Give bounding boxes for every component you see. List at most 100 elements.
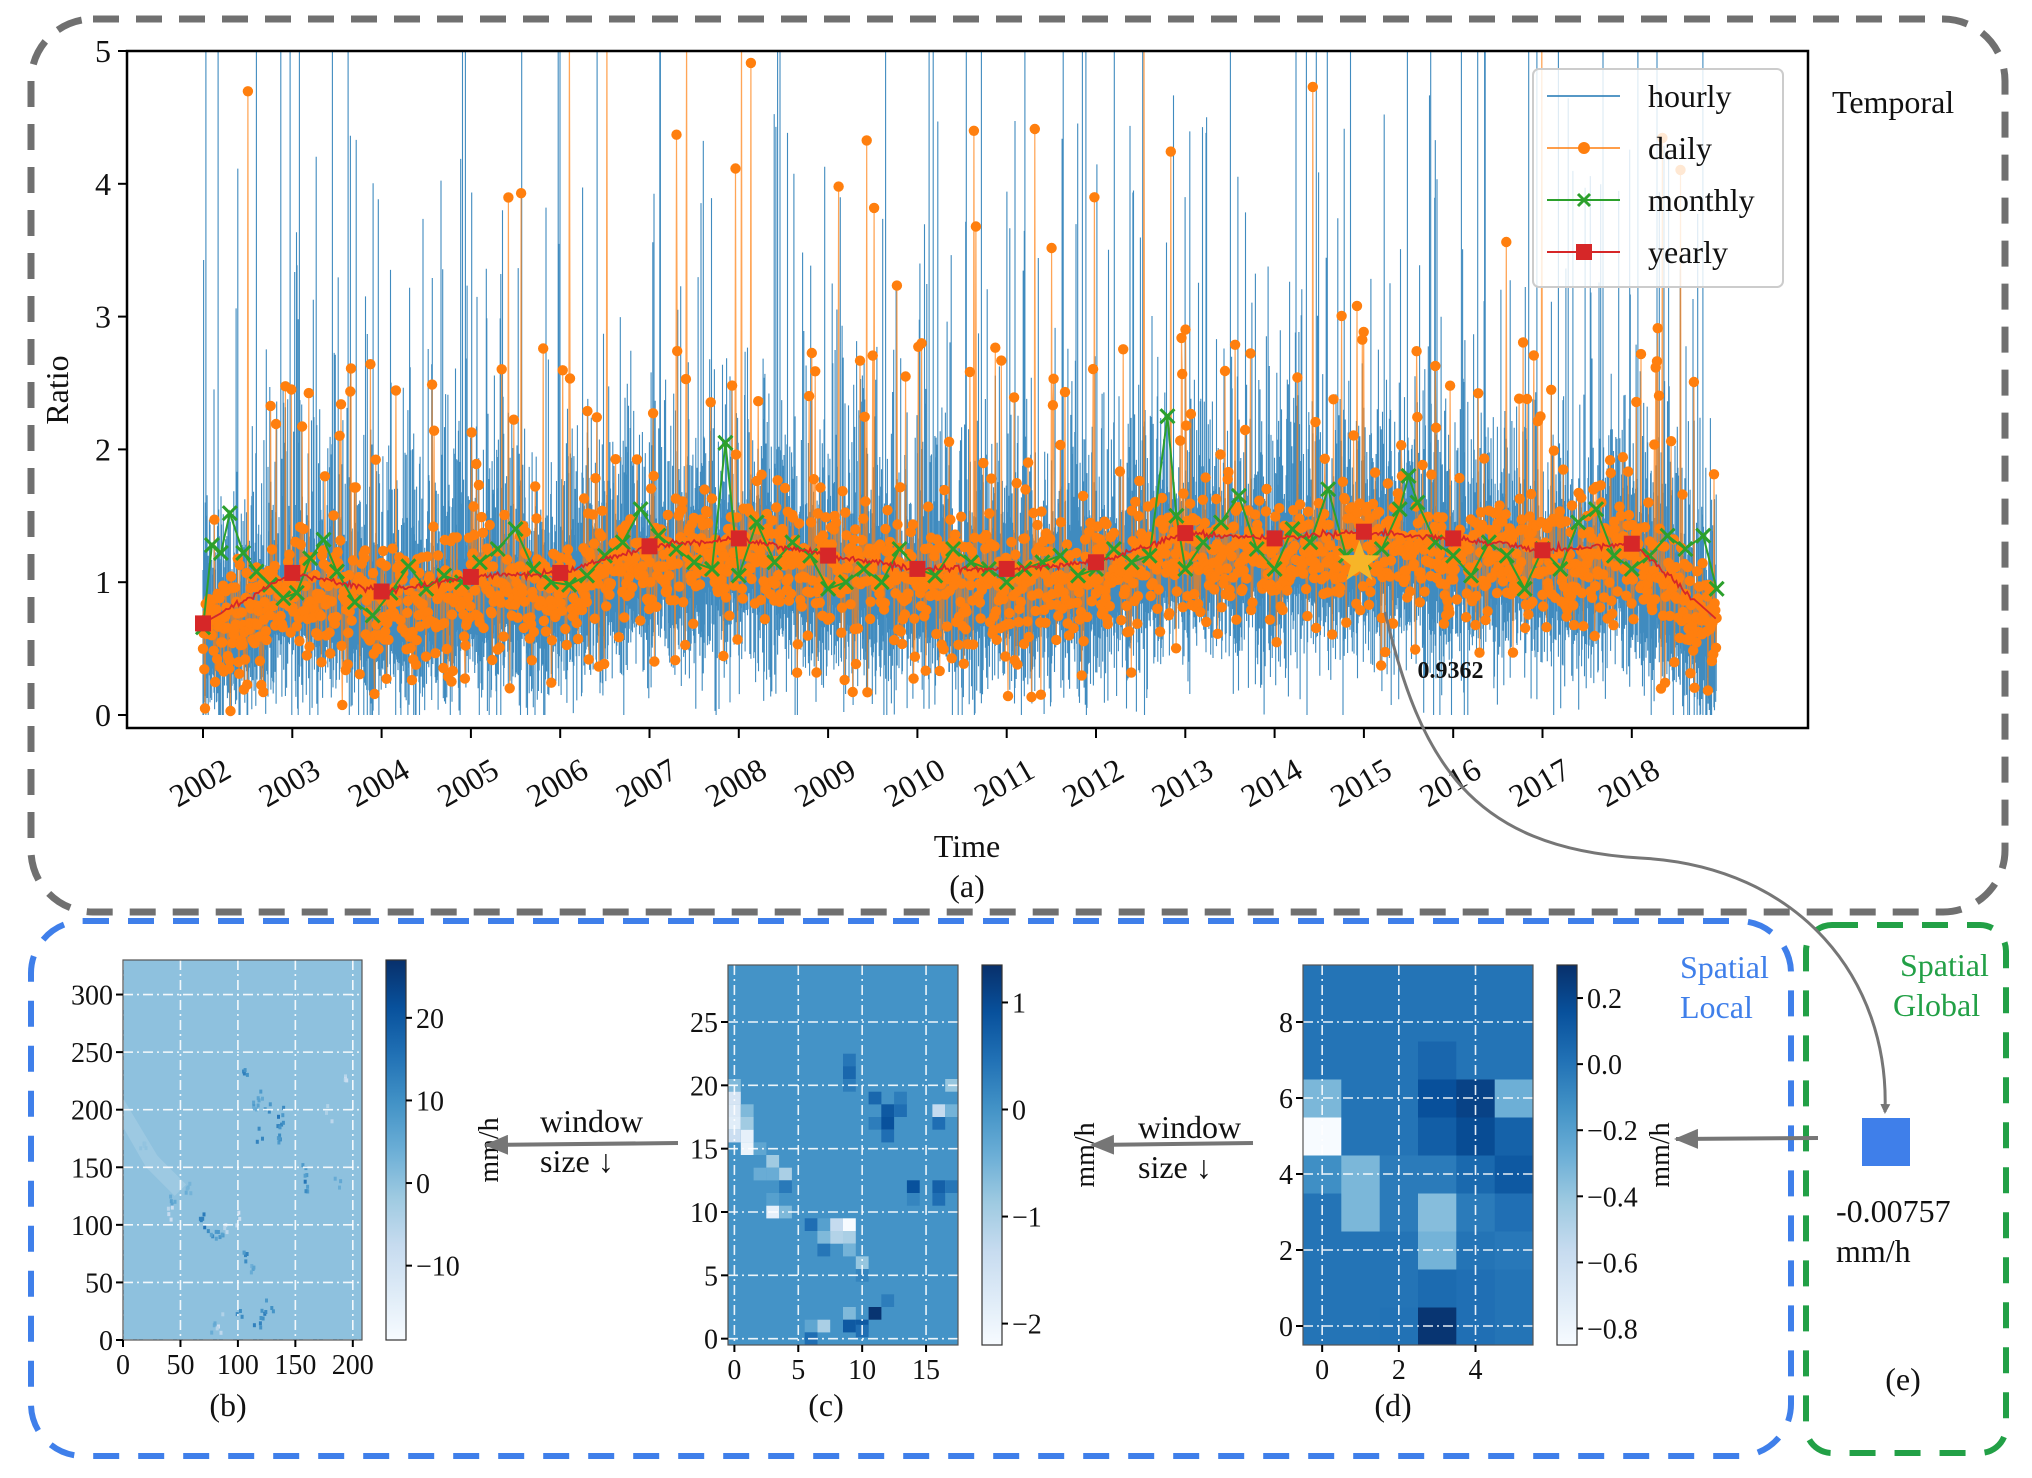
daily-point (1351, 300, 1363, 312)
window-label-2-line1: window (1138, 1109, 1241, 1145)
daily-point (1568, 619, 1580, 631)
daily-point (949, 564, 960, 575)
daily-point (1470, 619, 1481, 631)
daily-point (430, 648, 441, 659)
daily-point (1325, 540, 1336, 551)
daily-point (1382, 478, 1394, 489)
x-tick-label: 2014 (1235, 751, 1308, 814)
daily-point (604, 589, 615, 600)
daily-point (1071, 547, 1082, 559)
daily-point (441, 643, 452, 655)
heatmap-cell (766, 1155, 780, 1168)
daily-point (649, 656, 660, 667)
monthly-point (1659, 527, 1676, 544)
daily-point (596, 531, 607, 542)
daily-point (1152, 603, 1163, 614)
monthly-point (1168, 507, 1185, 524)
daily-point (610, 454, 621, 465)
daily-point (1442, 595, 1453, 606)
daily-point (945, 514, 956, 525)
daily-point (1449, 564, 1461, 575)
daily-point (1035, 689, 1047, 700)
daily-point (359, 545, 371, 556)
daily-point (465, 601, 476, 612)
daily-point (1274, 503, 1285, 514)
daily-point (530, 481, 541, 492)
daily-point (1153, 584, 1164, 595)
daily-point (253, 605, 264, 617)
daily-point (1692, 566, 1703, 577)
daily-point (1519, 622, 1531, 634)
daily-point (651, 601, 662, 612)
daily-point (1414, 597, 1426, 608)
heatmap-cell (215, 1326, 219, 1331)
daily-point (805, 517, 817, 528)
daily-point (1641, 585, 1653, 597)
daily-point (1548, 445, 1560, 456)
y-tick-label: 250 (71, 1038, 113, 1069)
daily-point (526, 655, 537, 666)
daily-point (1116, 615, 1127, 626)
monthly-point (1409, 494, 1426, 511)
monthly-point (1570, 514, 1587, 531)
daily-point (336, 640, 347, 651)
panel-e-label: (e) (1885, 1361, 1921, 1397)
heatmap-cell (339, 1179, 343, 1184)
daily-point (716, 574, 727, 586)
daily-point (785, 588, 797, 599)
daily-point (880, 523, 891, 535)
yearly-point (1355, 523, 1372, 540)
daily-point (1341, 617, 1352, 628)
daily-point (459, 673, 471, 684)
daily-point (1384, 571, 1396, 582)
daily-point (1494, 500, 1505, 511)
daily-point (946, 653, 957, 664)
x-tick-label: 4 (1469, 1355, 1483, 1386)
heatmap-cell (868, 1307, 882, 1320)
daily-point (1140, 570, 1151, 581)
daily-point (1358, 326, 1369, 338)
daily-point (339, 595, 351, 606)
daily-point (1310, 416, 1321, 428)
heatmap-cell (728, 1091, 741, 1105)
daily-point (1216, 602, 1227, 613)
daily-point (1369, 467, 1381, 478)
daily-point (1225, 590, 1236, 602)
daily-point (1375, 660, 1387, 671)
daily-point (975, 613, 986, 624)
daily-point (772, 475, 783, 486)
heatmap-cell (214, 1229, 218, 1234)
daily-point (1434, 547, 1446, 559)
heatmap-cell (817, 1231, 831, 1244)
daily-point (1098, 543, 1110, 554)
daily-point (1649, 439, 1660, 450)
daily-point (460, 640, 471, 651)
monthly-point (578, 567, 596, 584)
daily-point (1623, 509, 1635, 521)
daily-point (1128, 537, 1140, 548)
daily-point (833, 181, 844, 192)
daily-point (791, 667, 803, 678)
daily-point (1247, 597, 1258, 608)
daily-point (402, 607, 413, 618)
daily-point (1181, 420, 1192, 431)
monthly-point (346, 594, 363, 611)
daily-point (295, 539, 306, 550)
daily-point (499, 509, 510, 521)
daily-point (1012, 659, 1023, 670)
daily-point (1628, 614, 1639, 625)
daily-point (1595, 480, 1607, 491)
yearly-point (909, 560, 926, 577)
daily-point (1298, 568, 1309, 579)
daily-point (1331, 562, 1343, 573)
daily-point (1015, 596, 1026, 608)
heatmap-cell (753, 1167, 767, 1181)
daily-point (1614, 501, 1625, 512)
daily-point (1300, 583, 1312, 595)
daily-point (1367, 498, 1379, 510)
daily-point (447, 665, 458, 677)
daily-point (900, 371, 911, 382)
daily-point (1670, 562, 1682, 573)
panel-b-heatmap: 0 50 100 150 200 0 50 100 150 200 250 300 −10 0 10 20 mm… (71, 959, 505, 1381)
daily-point (958, 658, 969, 669)
